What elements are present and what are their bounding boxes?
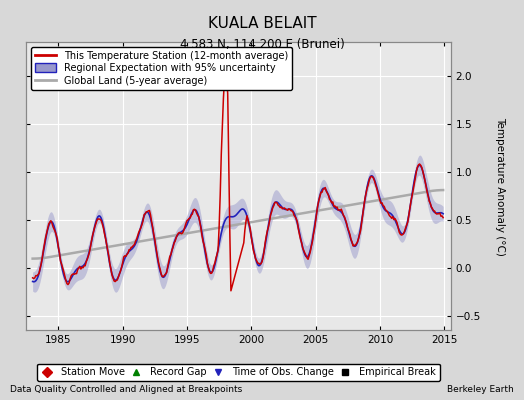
Legend: Station Move, Record Gap, Time of Obs. Change, Empirical Break: Station Move, Record Gap, Time of Obs. C…	[37, 364, 440, 381]
Text: KUALA BELAIT: KUALA BELAIT	[208, 16, 316, 31]
Text: Berkeley Earth: Berkeley Earth	[447, 385, 514, 394]
Text: Data Quality Controlled and Aligned at Breakpoints: Data Quality Controlled and Aligned at B…	[10, 385, 243, 394]
Text: 4.583 N, 114.200 E (Brunei): 4.583 N, 114.200 E (Brunei)	[180, 38, 344, 51]
Y-axis label: Temperature Anomaly (°C): Temperature Anomaly (°C)	[495, 116, 505, 256]
